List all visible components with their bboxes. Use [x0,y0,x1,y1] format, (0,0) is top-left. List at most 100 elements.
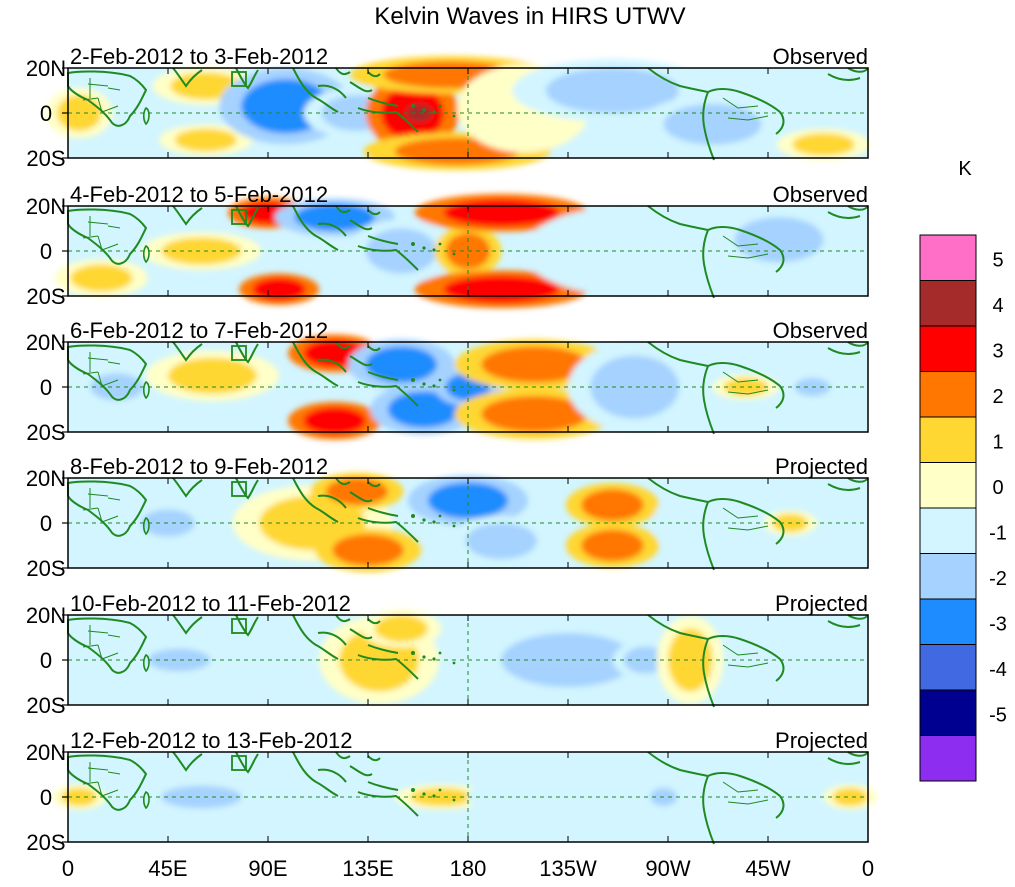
anomaly-field [52,759,877,835]
panel-date-range: 4-Feb-2012 to 5-Feb-2012 [70,182,328,207]
anomaly-core [663,104,762,145]
panel-5: 20N 0 20S 10-Feb-2012 to 11-Feb-2012 Project… [26,591,869,718]
y-tick-label: 20N [26,194,66,219]
anomaly-core [388,391,460,428]
colorbar-unit: K [958,158,972,180]
y-tick-label: 20S [26,420,65,445]
anomaly-core [365,228,437,274]
y-tick-label: 0 [40,648,52,673]
anomaly-field [76,334,840,440]
anomaly-core [545,68,680,113]
colorbar-level-label: 3 [992,341,1003,363]
anomaly-core [590,355,680,419]
y-tick-label: 20S [26,284,65,309]
anomaly-core [465,523,537,559]
y-tick-label: 20S [26,146,65,171]
colorbar-swatch [919,507,977,554]
y-tick-label: 20N [26,466,66,491]
anomaly-core [792,133,855,156]
panel-4: 20N 0 20S 8-Feb-2012 to 9-Feb-2012 Projected [26,454,869,581]
anomaly-core [405,104,433,122]
x-tick-label: 180 [450,856,487,881]
colorbar-swatch [919,280,977,327]
y-tick-label: 20N [26,740,66,765]
y-tick-label: 20S [26,830,65,855]
anomaly-core [668,628,713,692]
anomaly-core [832,788,868,806]
anomaly-core [161,785,242,809]
colorbar-swatch [919,598,977,645]
panel-status: Projected [775,591,868,616]
anomaly-core [734,217,824,263]
colorbar-swatch [919,371,977,418]
anomaly-core [481,396,588,432]
colorbar-swatch [919,234,977,281]
anomaly-core [581,529,644,562]
x-tick-label: 135E [342,856,393,881]
panel-status: Observed [773,182,868,207]
anomaly-core [428,482,508,519]
colorbar-swatch [919,462,977,509]
x-axis: 0 45E 90E 135E 180 135W 90W 45W 0 [62,856,874,881]
y-tick-label: 20N [26,603,66,628]
anomaly-core [374,615,429,642]
panel-status: Observed [773,318,868,343]
y-tick-label: 0 [40,375,52,400]
x-tick-label: 90E [248,856,287,881]
anomaly-core [723,378,768,396]
anomaly-core [410,788,473,806]
panel-date-range: 12-Feb-2012 to 13-Feb-2012 [70,728,353,753]
x-tick-label: 45E [148,856,187,881]
y-tick-label: 20S [26,693,65,718]
colorbar-level-label: 5 [992,250,1003,272]
y-tick-label: 0 [40,785,52,810]
colorbar-level-label: -3 [989,614,1007,636]
x-tick-label: 135W [539,856,597,881]
colorbar-swatch [919,325,977,372]
anomaly-core [303,407,366,435]
panel-status: Projected [775,454,868,479]
anomaly-core [325,478,388,505]
anomaly-core [443,199,560,227]
colorbar-level-label: 1 [992,432,1003,454]
anomaly-core [443,275,560,303]
panel-status: Observed [773,44,868,69]
x-tick-label: 90W [645,856,690,881]
colorbar-level-label: -5 [989,705,1007,727]
panel-date-range: 2-Feb-2012 to 3-Feb-2012 [70,44,328,69]
colorbar-level-label: 4 [992,295,1003,317]
anomaly-core [148,648,211,672]
y-tick-label: 20N [26,330,66,355]
colorbar-level-label: 2 [992,386,1003,408]
anomaly-field [128,472,817,573]
anomaly-core [70,264,133,292]
y-tick-label: 20S [26,556,65,581]
chart-title: Kelvin Waves in HIRS UTWV [374,3,685,30]
colorbar-swatch [919,644,977,691]
y-tick-label: 20N [26,56,66,81]
anomaly-core [332,534,404,566]
anomaly-core [168,357,257,394]
anomaly-core [174,128,237,152]
anomaly-core [481,346,588,383]
x-tick-label: 45W [745,856,790,881]
y-tick-label: 0 [40,511,52,536]
anomaly-field [45,55,871,171]
anomaly-core [252,278,306,301]
panel-1: 20N 0 20S 2-Feb-2012 to 3-Feb-2012 Observed [26,44,871,171]
anomaly-core [365,346,437,383]
panel-date-range: 10-Feb-2012 to 11-Feb-2012 [70,591,351,616]
colorbar-level-label: 0 [992,477,1003,499]
colorbar-level-label: -1 [989,523,1007,545]
panel-6: 20N 0 20S 12-Feb-2012 to 13-Feb-2012 Project… [26,728,877,855]
anomaly-core [161,237,242,265]
colorbar-level-label: -4 [989,659,1007,681]
anomaly-core [512,770,691,824]
panel-date-range: 6-Feb-2012 to 7-Feb-2012 [70,318,328,343]
x-tick-label: 0 [62,856,74,881]
y-tick-label: 0 [40,101,52,126]
y-tick-label: 0 [40,239,52,264]
colorbar: K 5 4 3 2 1 0 -1 -2 -3 -4 -5 [919,158,1007,782]
